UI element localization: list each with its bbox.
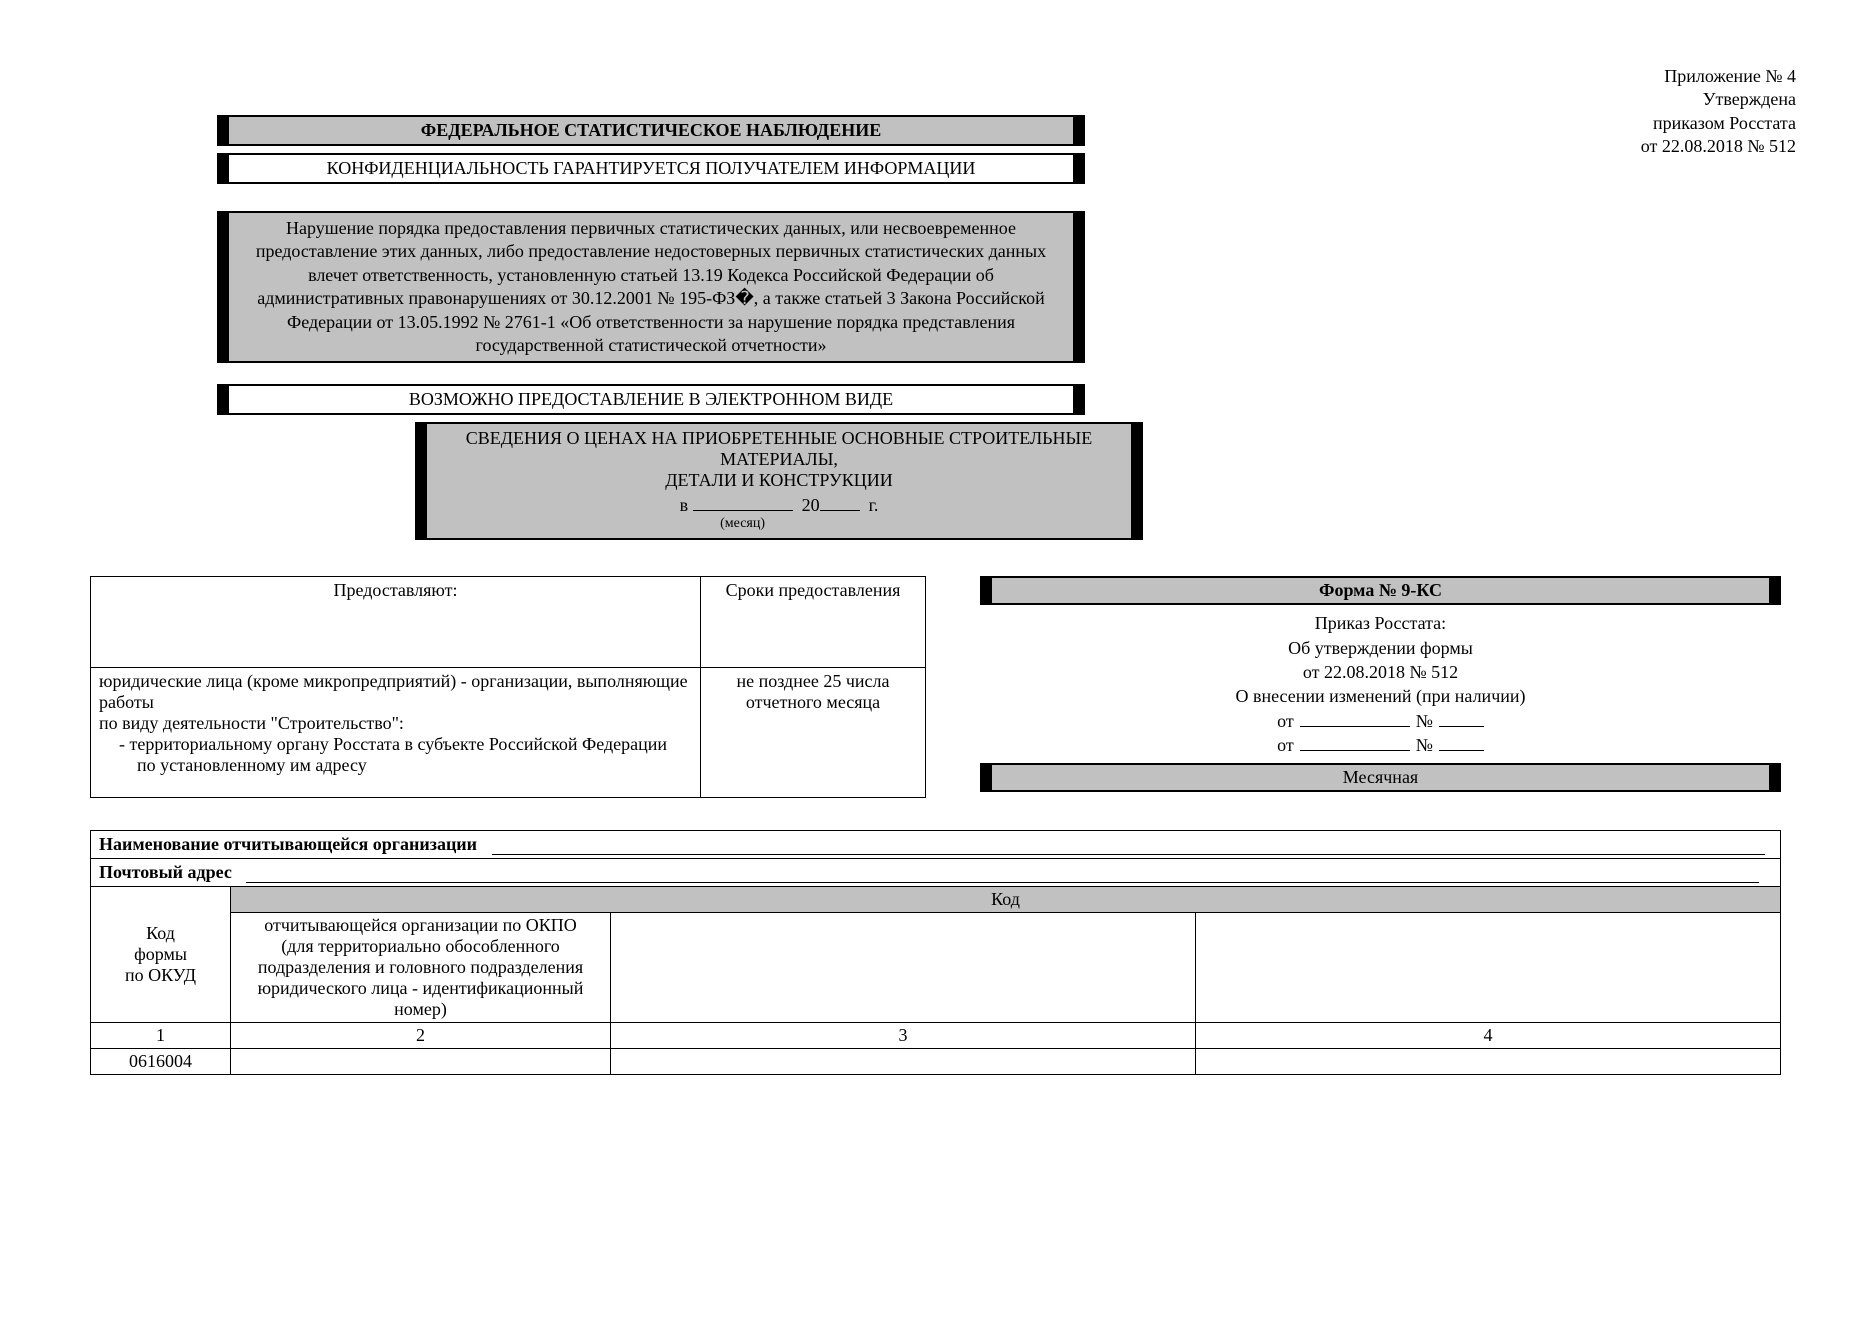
report-title-line: ДЕТАЛИ И КОНСТРУКЦИИ <box>437 470 1121 491</box>
order-line: Об утверждении формы <box>980 636 1781 660</box>
okpo-header: отчитывающейся организации по ОКПО (для … <box>231 913 611 1023</box>
period-year-suffix: г. <box>869 495 879 515</box>
approval-line: приказом Росстата <box>1641 112 1796 135</box>
code-header: Код <box>231 887 1781 913</box>
col-num: 2 <box>231 1023 611 1049</box>
band-text: КОНФИДЕНЦИАЛЬНОСТЬ ГАРАНТИРУЕТСЯ ПОЛУЧАТ… <box>229 153 1073 184</box>
code3-input[interactable] <box>611 1049 1196 1075</box>
band-text: ВОЗМОЖНО ПРЕДОСТАВЛЕНИЕ В ЭЛЕКТРОННОМ ВИ… <box>229 384 1073 415</box>
ot-label: от <box>1277 733 1294 757</box>
form-number-band: Форма № 9-КС <box>980 576 1781 605</box>
num-label: № <box>1416 709 1433 733</box>
form-number: Форма № 9-КС <box>992 576 1769 605</box>
period-20: 20 <box>802 495 820 515</box>
okud-value: 0616004 <box>91 1049 231 1075</box>
order-info: Приказ Росстата: Об утверждении формы от… <box>980 611 1781 757</box>
org-addr-label: Почтовый адрес <box>99 862 242 882</box>
org-name-input[interactable] <box>492 837 1765 855</box>
org-name-row: Наименование отчитывающейся организации <box>91 831 1781 859</box>
col-num: 3 <box>611 1023 1196 1049</box>
provide-line: - территориальному органу Росстата в суб… <box>99 734 692 755</box>
provide-body: юридические лица (кроме микропредприятий… <box>91 668 701 798</box>
band-text: ФЕДЕРАЛЬНОЕ СТАТИСТИЧЕСКОЕ НАБЛЮДЕНИЕ <box>229 115 1073 146</box>
periodicity: Месячная <box>992 763 1769 792</box>
header-bands: ФЕДЕРАЛЬНОЕ СТАТИСТИЧЕСКОЕ НАБЛЮДЕНИЕ КО… <box>217 115 1085 540</box>
periodicity-band: Месячная <box>980 763 1781 792</box>
okud-header: Код формы по ОКУД <box>91 887 231 1023</box>
code-col-4 <box>1196 913 1781 1023</box>
okpo-input[interactable] <box>231 1049 611 1075</box>
month-hint: (месяц) <box>693 516 793 532</box>
approval-block: Приложение № 4 Утверждена приказом Росст… <box>1641 65 1796 159</box>
org-info-table: Наименование отчитывающейся организации … <box>90 830 1781 1075</box>
band-electronic: ВОЗМОЖНО ПРЕДОСТАВЛЕНИЕ В ЭЛЕКТРОННОМ ВИ… <box>217 384 1085 415</box>
order-line: Приказ Росстата: <box>980 611 1781 635</box>
provide-row: Предоставляют: Сроки предоставления юрид… <box>90 576 1781 798</box>
document-page: Приложение № 4 Утверждена приказом Росст… <box>0 0 1871 1135</box>
col-num: 4 <box>1196 1023 1781 1049</box>
band-title: ФЕДЕРАЛЬНОЕ СТАТИСТИЧЕСКОЕ НАБЛЮДЕНИЕ <box>217 115 1085 146</box>
change-row: от № <box>980 733 1781 757</box>
provide-header: Предоставляют: <box>91 577 701 668</box>
approval-line: Утверждена <box>1641 88 1796 111</box>
change-row: от № <box>980 709 1781 733</box>
provide-line: по виду деятельности "Строительство": <box>99 713 404 733</box>
provide-line: по установленному им адресу <box>99 755 692 776</box>
num-label: № <box>1416 733 1433 757</box>
change-num-input[interactable] <box>1439 709 1484 727</box>
year-input[interactable] <box>820 493 860 511</box>
code-col-3 <box>611 913 1196 1023</box>
change-date-input[interactable] <box>1300 709 1410 727</box>
deadline-line: не позднее 25 числа <box>737 671 890 691</box>
org-addr-input[interactable] <box>246 865 1759 883</box>
org-name-label: Наименование отчитывающейся организации <box>99 834 487 854</box>
deadline-line: отчетного месяца <box>746 692 880 712</box>
code4-input[interactable] <box>1196 1049 1781 1075</box>
col-num: 1 <box>91 1023 231 1049</box>
month-input[interactable] <box>693 493 793 511</box>
provide-table: Предоставляют: Сроки предоставления юрид… <box>90 576 926 798</box>
period-row: в (месяц) 20 г. <box>437 493 1121 532</box>
band-confidentiality: КОНФИДЕНЦИАЛЬНОСТЬ ГАРАНТИРУЕТСЯ ПОЛУЧАТ… <box>217 153 1085 184</box>
change-date-input[interactable] <box>1300 733 1410 751</box>
org-addr-row: Почтовый адрес <box>91 859 1781 887</box>
band-text: Нарушение порядка предоставления первичн… <box>229 211 1073 363</box>
band-liability: Нарушение порядка предоставления первичн… <box>217 211 1085 363</box>
order-line: от 22.08.2018 № 512 <box>980 660 1781 684</box>
approval-line: Приложение № 4 <box>1641 65 1796 88</box>
deadline-header: Сроки предоставления <box>701 577 926 668</box>
ot-label: от <box>1277 709 1294 733</box>
deadline-body: не позднее 25 числа отчетного месяца <box>701 668 926 798</box>
changes-line: О внесении изменений (при наличии) <box>980 684 1781 708</box>
provide-line: юридические лица (кроме микропредприятий… <box>99 671 688 712</box>
change-num-input[interactable] <box>1439 733 1484 751</box>
report-title-line: СВЕДЕНИЯ О ЦЕНАХ НА ПРИОБРЕТЕННЫЕ ОСНОВН… <box>437 428 1121 470</box>
form-info-column: Форма № 9-КС Приказ Росстата: Об утвержд… <box>980 576 1781 798</box>
approval-line: от 22.08.2018 № 512 <box>1641 135 1796 158</box>
report-title-box: СВЕДЕНИЯ О ЦЕНАХ НА ПРИОБРЕТЕННЫЕ ОСНОВН… <box>427 422 1131 540</box>
period-v: в <box>680 495 689 515</box>
